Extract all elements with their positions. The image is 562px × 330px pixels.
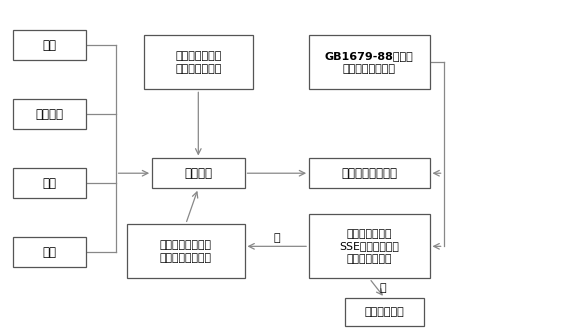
- Text: 神经网络各参数
权重初始化赋值: 神经网络各参数 权重初始化赋值: [175, 51, 221, 74]
- Text: 加热减量: 加热减量: [35, 108, 64, 120]
- Text: 氯含量网络预测值: 氯含量网络预测值: [341, 167, 397, 180]
- Text: 按一定的学习规则
调节各参数权重值: 按一定的学习规则 调节各参数权重值: [160, 240, 212, 263]
- FancyBboxPatch shape: [13, 30, 86, 60]
- FancyBboxPatch shape: [309, 158, 429, 188]
- Text: GB1679-88法测定
的氯化石蜡氯含量: GB1679-88法测定 的氯化石蜡氯含量: [325, 51, 414, 74]
- FancyBboxPatch shape: [144, 35, 253, 89]
- FancyBboxPatch shape: [13, 237, 86, 267]
- Text: 色度: 色度: [43, 177, 56, 189]
- Text: 神经网络: 神经网络: [184, 167, 212, 180]
- FancyBboxPatch shape: [127, 224, 244, 279]
- FancyBboxPatch shape: [309, 214, 429, 279]
- Text: 密度: 密度: [43, 39, 56, 51]
- Text: 否: 否: [274, 233, 280, 243]
- Text: 是: 是: [380, 283, 387, 293]
- Text: 粘度: 粘度: [43, 246, 56, 259]
- FancyBboxPatch shape: [309, 35, 429, 89]
- Text: 网络训练完成: 网络训练完成: [365, 307, 405, 317]
- FancyBboxPatch shape: [346, 298, 424, 326]
- FancyBboxPatch shape: [13, 168, 86, 198]
- FancyBboxPatch shape: [13, 99, 86, 129]
- FancyBboxPatch shape: [152, 158, 244, 188]
- Text: 计算误差平方和
SSE是否小于预设
目标误差平方和: 计算误差平方和 SSE是否小于预设 目标误差平方和: [339, 229, 399, 264]
